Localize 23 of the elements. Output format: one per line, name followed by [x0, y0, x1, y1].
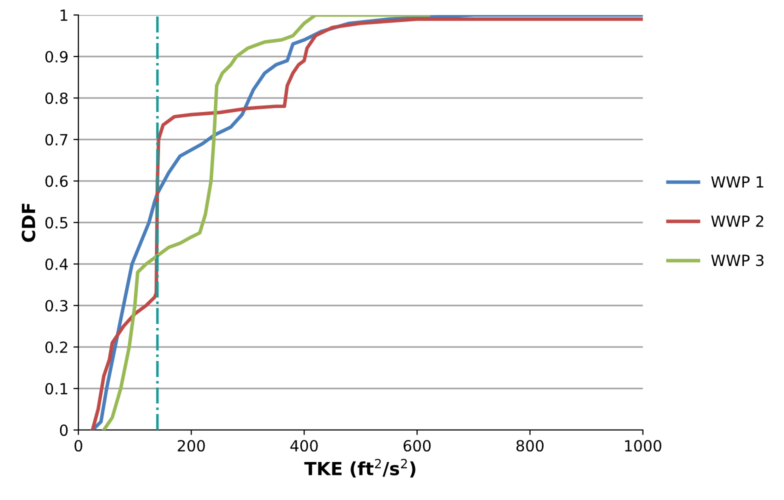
legend-label: WWP 1 [711, 176, 764, 188]
y-tick-label: 0.4 [45, 258, 68, 270]
x-axis-title: TKE (ft$^{2}$/s$^{2}$) [304, 458, 416, 478]
y-tick-label: 0.3 [45, 300, 68, 312]
y-tick-label: 0.7 [45, 134, 68, 146]
x-tick-label: 600 [404, 440, 431, 452]
y-tick-label: 1 [60, 10, 68, 21]
x-tick-label: 400 [290, 440, 318, 452]
x-tick-label: 800 [516, 440, 544, 452]
line-series [102, 15, 430, 430]
y-tick-label: 0.9 [45, 50, 68, 63]
y-tick-label: 0.8 [45, 92, 68, 104]
y-tick-label: 0.1 [45, 382, 68, 395]
x-tick-label: 1000 [625, 440, 662, 452]
x-tick-label: 200 [178, 440, 205, 452]
y-axis-title: CDF [22, 204, 36, 242]
legend-label: WWP 3 [711, 254, 764, 266]
y-tick-label: 0 [60, 424, 68, 436]
x-tick-label: 0 [74, 440, 82, 452]
y-tick-label: 0.2 [45, 341, 68, 354]
legend-label: WWP 2 [711, 215, 764, 227]
y-tick-label: 0.5 [45, 216, 68, 229]
y-tick-label: 0.6 [45, 175, 68, 188]
